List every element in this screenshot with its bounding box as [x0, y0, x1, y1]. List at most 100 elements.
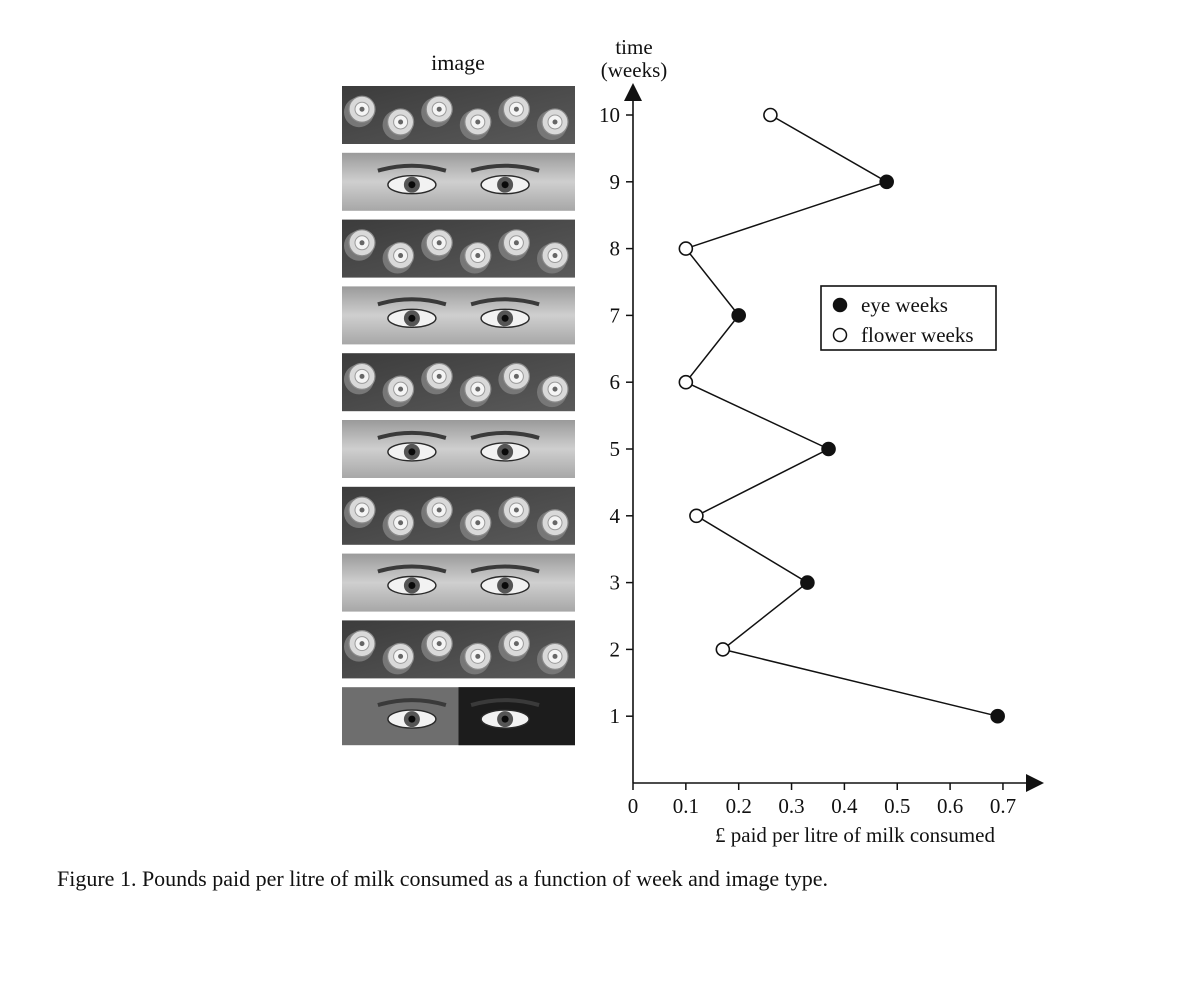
flower-center-shape: [436, 507, 442, 513]
flower-week-point: [678, 374, 694, 390]
y-tick-label: 6: [610, 370, 621, 394]
x-tick-label: 0.2: [726, 794, 752, 818]
y-axis-title-line2: (weeks): [601, 58, 667, 82]
x-tick-label: 0.1: [673, 794, 699, 818]
flower-center-shape: [359, 106, 365, 112]
flower-week-point: [689, 508, 704, 524]
flower-image-strip: [342, 353, 575, 412]
legend-flower-marker: [832, 327, 848, 343]
y-tick-label: 8: [610, 237, 621, 261]
eye-image-strip: [342, 687, 575, 746]
flower-image-strip: [342, 219, 575, 278]
eyebrow-shape: [377, 430, 447, 440]
eyebrow-shape: [470, 698, 540, 708]
flower-center-shape: [398, 119, 404, 125]
flower-center-shape: [513, 240, 519, 246]
strip-background: [342, 620, 575, 679]
flower-image-strip: [342, 620, 575, 679]
flower-center-shape: [359, 240, 365, 246]
flower-center-shape: [513, 106, 519, 112]
y-tick-label: 2: [610, 637, 621, 661]
flower-center-shape: [475, 653, 481, 659]
strip-background: [342, 286, 575, 345]
flower-center-shape: [436, 373, 442, 379]
eyebrow-shape: [377, 564, 447, 574]
eye-week-point: [821, 441, 836, 457]
flower-center-shape: [436, 106, 442, 112]
y-tick-label: 5: [610, 437, 621, 461]
y-axis-arrow-icon: [624, 83, 642, 101]
axis-ticks: 0 0.1 0.2 0.3 0.4 0.5 0.6 0.7 1 2 3 4 5 6 7 8 9 10: [599, 103, 1016, 818]
eye-week-point: [990, 708, 1005, 724]
x-tick-label: 0.5: [884, 794, 910, 818]
flower-center-shape: [552, 119, 558, 125]
strip-background: [342, 486, 575, 545]
image-strips: [342, 86, 575, 746]
x-tick-label: 0.6: [937, 794, 963, 818]
eyebrow-shape: [470, 297, 540, 307]
image-column-header: image: [431, 50, 485, 75]
eye-image-strip: [342, 553, 575, 612]
flower-week-point: [678, 241, 694, 256]
flower-center-shape: [475, 520, 481, 526]
flower-center-shape: [513, 373, 519, 379]
eyebrow-shape: [470, 564, 540, 574]
flower-center-shape: [436, 641, 442, 647]
flower-center-shape: [359, 507, 365, 513]
strip-background: [342, 553, 575, 612]
flower-center-shape: [359, 641, 365, 647]
flower-center-shape: [398, 520, 404, 526]
y-axis-title-line1: time: [615, 35, 652, 59]
y-tick-label: 10: [599, 103, 620, 127]
flower-center-shape: [513, 641, 519, 647]
x-tick-label: 0: [628, 794, 639, 818]
eye-image-strip: [342, 152, 575, 211]
pupil-shape: [501, 314, 509, 322]
flower-center-shape: [552, 520, 558, 526]
flower-center-shape: [552, 653, 558, 659]
pupil-shape: [408, 582, 416, 589]
pupil-shape: [501, 181, 509, 189]
flower-center-shape: [552, 386, 558, 392]
flower-center-shape: [552, 253, 558, 259]
legend-box: [820, 285, 997, 351]
x-tick-label: 0.3: [778, 794, 804, 818]
pupil-shape: [501, 715, 509, 723]
y-tick-label: 4: [610, 504, 621, 528]
flower-center-shape: [398, 653, 404, 659]
strip-background: [342, 219, 575, 278]
strip-background: [342, 152, 575, 211]
pupil-shape: [408, 715, 416, 723]
data-points: [678, 107, 1005, 724]
strip-background: [342, 86, 575, 144]
strip-background: [342, 353, 575, 412]
y-tick-label: 1: [610, 704, 621, 728]
x-tick-label: 0.7: [990, 794, 1016, 818]
connecting-line: [684, 114, 998, 717]
flower-image-strip: [342, 86, 575, 144]
strip-background: [342, 420, 575, 478]
eyebrow-shape: [470, 430, 540, 440]
legend: eye weeks flower weeks: [820, 285, 997, 351]
y-tick-label: 9: [610, 170, 621, 194]
flower-center-shape: [398, 253, 404, 259]
week-sequence-line: [684, 114, 998, 717]
y-tick-label: 3: [610, 571, 621, 595]
pupil-shape: [501, 582, 509, 589]
legend-eye-marker: [832, 297, 848, 313]
flower-center-shape: [475, 253, 481, 259]
flower-center-shape: [513, 507, 519, 513]
legend-flower-label: flower weeks: [861, 323, 974, 347]
flower-week-point: [763, 107, 778, 123]
x-axis-title: £ paid per litre of milk consumed: [715, 823, 995, 847]
eye-image-strip: [342, 286, 575, 345]
flower-center-shape: [475, 119, 481, 125]
eye-week-point: [731, 308, 747, 323]
eye-week-point: [879, 174, 894, 190]
flower-week-point: [715, 642, 731, 657]
flower-center-shape: [398, 386, 404, 392]
legend-eye-label: eye weeks: [861, 293, 948, 317]
pupil-shape: [408, 448, 416, 456]
pupil-shape: [408, 181, 416, 189]
